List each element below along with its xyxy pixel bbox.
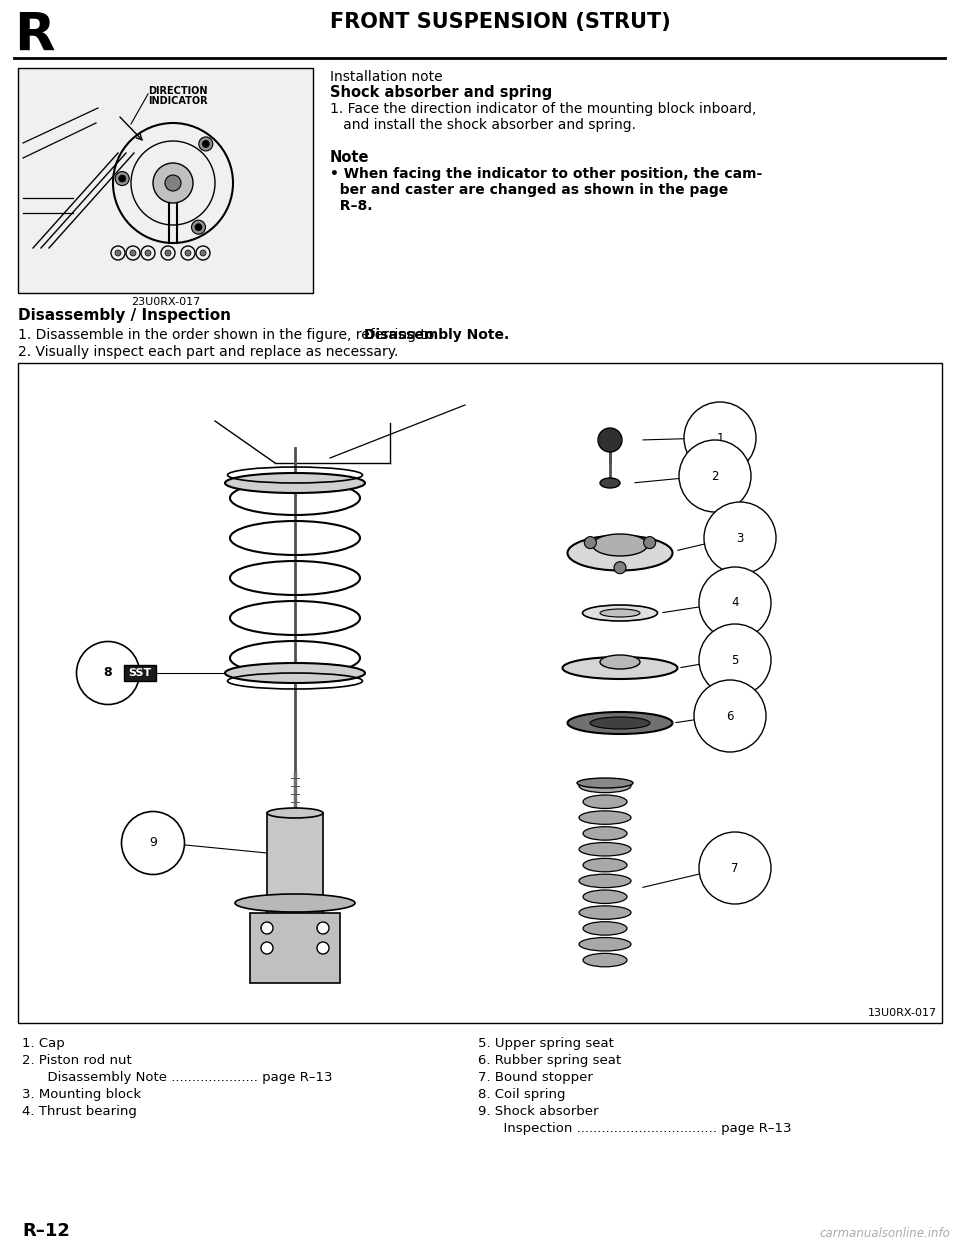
Text: Disassembly Note.: Disassembly Note. <box>364 328 509 341</box>
Circle shape <box>203 141 209 147</box>
Ellipse shape <box>583 890 627 903</box>
Text: INDICATOR: INDICATOR <box>148 96 207 106</box>
Ellipse shape <box>600 609 640 617</box>
Ellipse shape <box>579 779 631 792</box>
Text: 1. Disassemble in the order shown in the figure, referring to: 1. Disassemble in the order shown in the… <box>18 328 439 341</box>
Ellipse shape <box>583 922 627 936</box>
Ellipse shape <box>583 953 627 967</box>
Text: and install the shock absorber and spring.: and install the shock absorber and sprin… <box>330 118 636 132</box>
Ellipse shape <box>567 711 673 734</box>
Circle shape <box>165 250 171 255</box>
Text: Disassembly / Inspection: Disassembly / Inspection <box>18 308 231 323</box>
Circle shape <box>165 174 181 191</box>
Circle shape <box>317 942 329 954</box>
Circle shape <box>195 224 202 231</box>
Text: 8. Coil spring: 8. Coil spring <box>478 1088 565 1101</box>
Text: 9. Shock absorber: 9. Shock absorber <box>478 1105 598 1118</box>
Bar <box>18 363 942 1023</box>
Text: 9: 9 <box>149 836 156 850</box>
Ellipse shape <box>563 657 678 679</box>
Circle shape <box>119 174 126 182</box>
Text: FRONT SUSPENSION (STRUT): FRONT SUSPENSION (STRUT) <box>329 12 670 32</box>
Circle shape <box>199 137 213 151</box>
Ellipse shape <box>577 778 633 787</box>
Ellipse shape <box>267 807 323 819</box>
Bar <box>267 812 323 918</box>
Ellipse shape <box>600 478 620 488</box>
Text: Note: Note <box>330 150 370 164</box>
Text: 4: 4 <box>732 597 739 609</box>
Ellipse shape <box>583 606 658 621</box>
Ellipse shape <box>235 893 355 912</box>
Text: 5. Upper spring seat: 5. Upper spring seat <box>478 1037 613 1050</box>
Text: Disassembly Note ..................... page R–13: Disassembly Note ..................... p… <box>22 1072 332 1084</box>
Text: 23U0RX-017: 23U0RX-017 <box>131 297 200 307</box>
Text: • When facing the indicator to other position, the cam-: • When facing the indicator to other pos… <box>330 167 762 181</box>
Text: 3: 3 <box>736 532 744 545</box>
Ellipse shape <box>600 655 640 669</box>
FancyBboxPatch shape <box>124 665 156 682</box>
Text: 2. Visually inspect each part and replace as necessary.: 2. Visually inspect each part and replac… <box>18 345 398 359</box>
Text: 5: 5 <box>732 653 738 667</box>
Circle shape <box>614 562 626 573</box>
Text: Installation note: Installation note <box>330 70 443 83</box>
Text: 2: 2 <box>711 470 719 482</box>
Circle shape <box>585 537 596 548</box>
Circle shape <box>115 172 130 186</box>
Circle shape <box>644 537 656 548</box>
Ellipse shape <box>579 937 631 951</box>
Ellipse shape <box>579 875 631 887</box>
Text: 1. Face the direction indicator of the mounting block inboard,: 1. Face the direction indicator of the m… <box>330 102 756 116</box>
Text: SST: SST <box>129 668 152 678</box>
Text: Shock absorber and spring: Shock absorber and spring <box>330 85 552 100</box>
Circle shape <box>153 163 193 203</box>
Bar <box>18 69 313 293</box>
Text: R–12: R–12 <box>22 1222 70 1240</box>
Ellipse shape <box>592 535 647 556</box>
Text: 6. Rubber spring seat: 6. Rubber spring seat <box>478 1054 621 1067</box>
Ellipse shape <box>567 536 673 571</box>
Circle shape <box>130 250 136 255</box>
Text: 3. Mounting block: 3. Mounting block <box>22 1088 141 1101</box>
Ellipse shape <box>583 858 627 872</box>
Text: 13U0RX-017: 13U0RX-017 <box>868 1008 937 1018</box>
Ellipse shape <box>583 826 627 840</box>
Circle shape <box>261 922 273 934</box>
Ellipse shape <box>590 716 650 729</box>
Circle shape <box>145 250 151 255</box>
Text: DIRECTION: DIRECTION <box>148 86 207 96</box>
Text: 6: 6 <box>727 709 733 723</box>
Bar <box>250 913 340 983</box>
Text: ber and caster are changed as shown in the page: ber and caster are changed as shown in t… <box>330 183 729 197</box>
Text: 7: 7 <box>732 861 739 875</box>
Circle shape <box>200 250 206 255</box>
Text: 8: 8 <box>104 667 112 679</box>
Text: carmanualsonline.info: carmanualsonline.info <box>819 1227 950 1240</box>
Circle shape <box>185 250 191 255</box>
Text: R: R <box>14 10 55 62</box>
Circle shape <box>115 250 121 255</box>
Circle shape <box>598 427 622 452</box>
Text: 2. Piston rod nut: 2. Piston rod nut <box>22 1054 132 1067</box>
Circle shape <box>317 922 329 934</box>
Ellipse shape <box>225 663 365 683</box>
Text: 4. Thrust bearing: 4. Thrust bearing <box>22 1105 137 1118</box>
Ellipse shape <box>225 473 365 493</box>
Circle shape <box>261 942 273 954</box>
Circle shape <box>191 221 205 234</box>
Ellipse shape <box>579 842 631 856</box>
Text: Inspection .................................. page R–13: Inspection .............................… <box>478 1121 791 1135</box>
Text: 7. Bound stopper: 7. Bound stopper <box>478 1072 593 1084</box>
Text: R–8.: R–8. <box>330 199 372 213</box>
Ellipse shape <box>579 811 631 825</box>
Text: 1: 1 <box>716 431 724 445</box>
Ellipse shape <box>579 906 631 920</box>
Ellipse shape <box>583 795 627 809</box>
Text: 1. Cap: 1. Cap <box>22 1037 64 1050</box>
